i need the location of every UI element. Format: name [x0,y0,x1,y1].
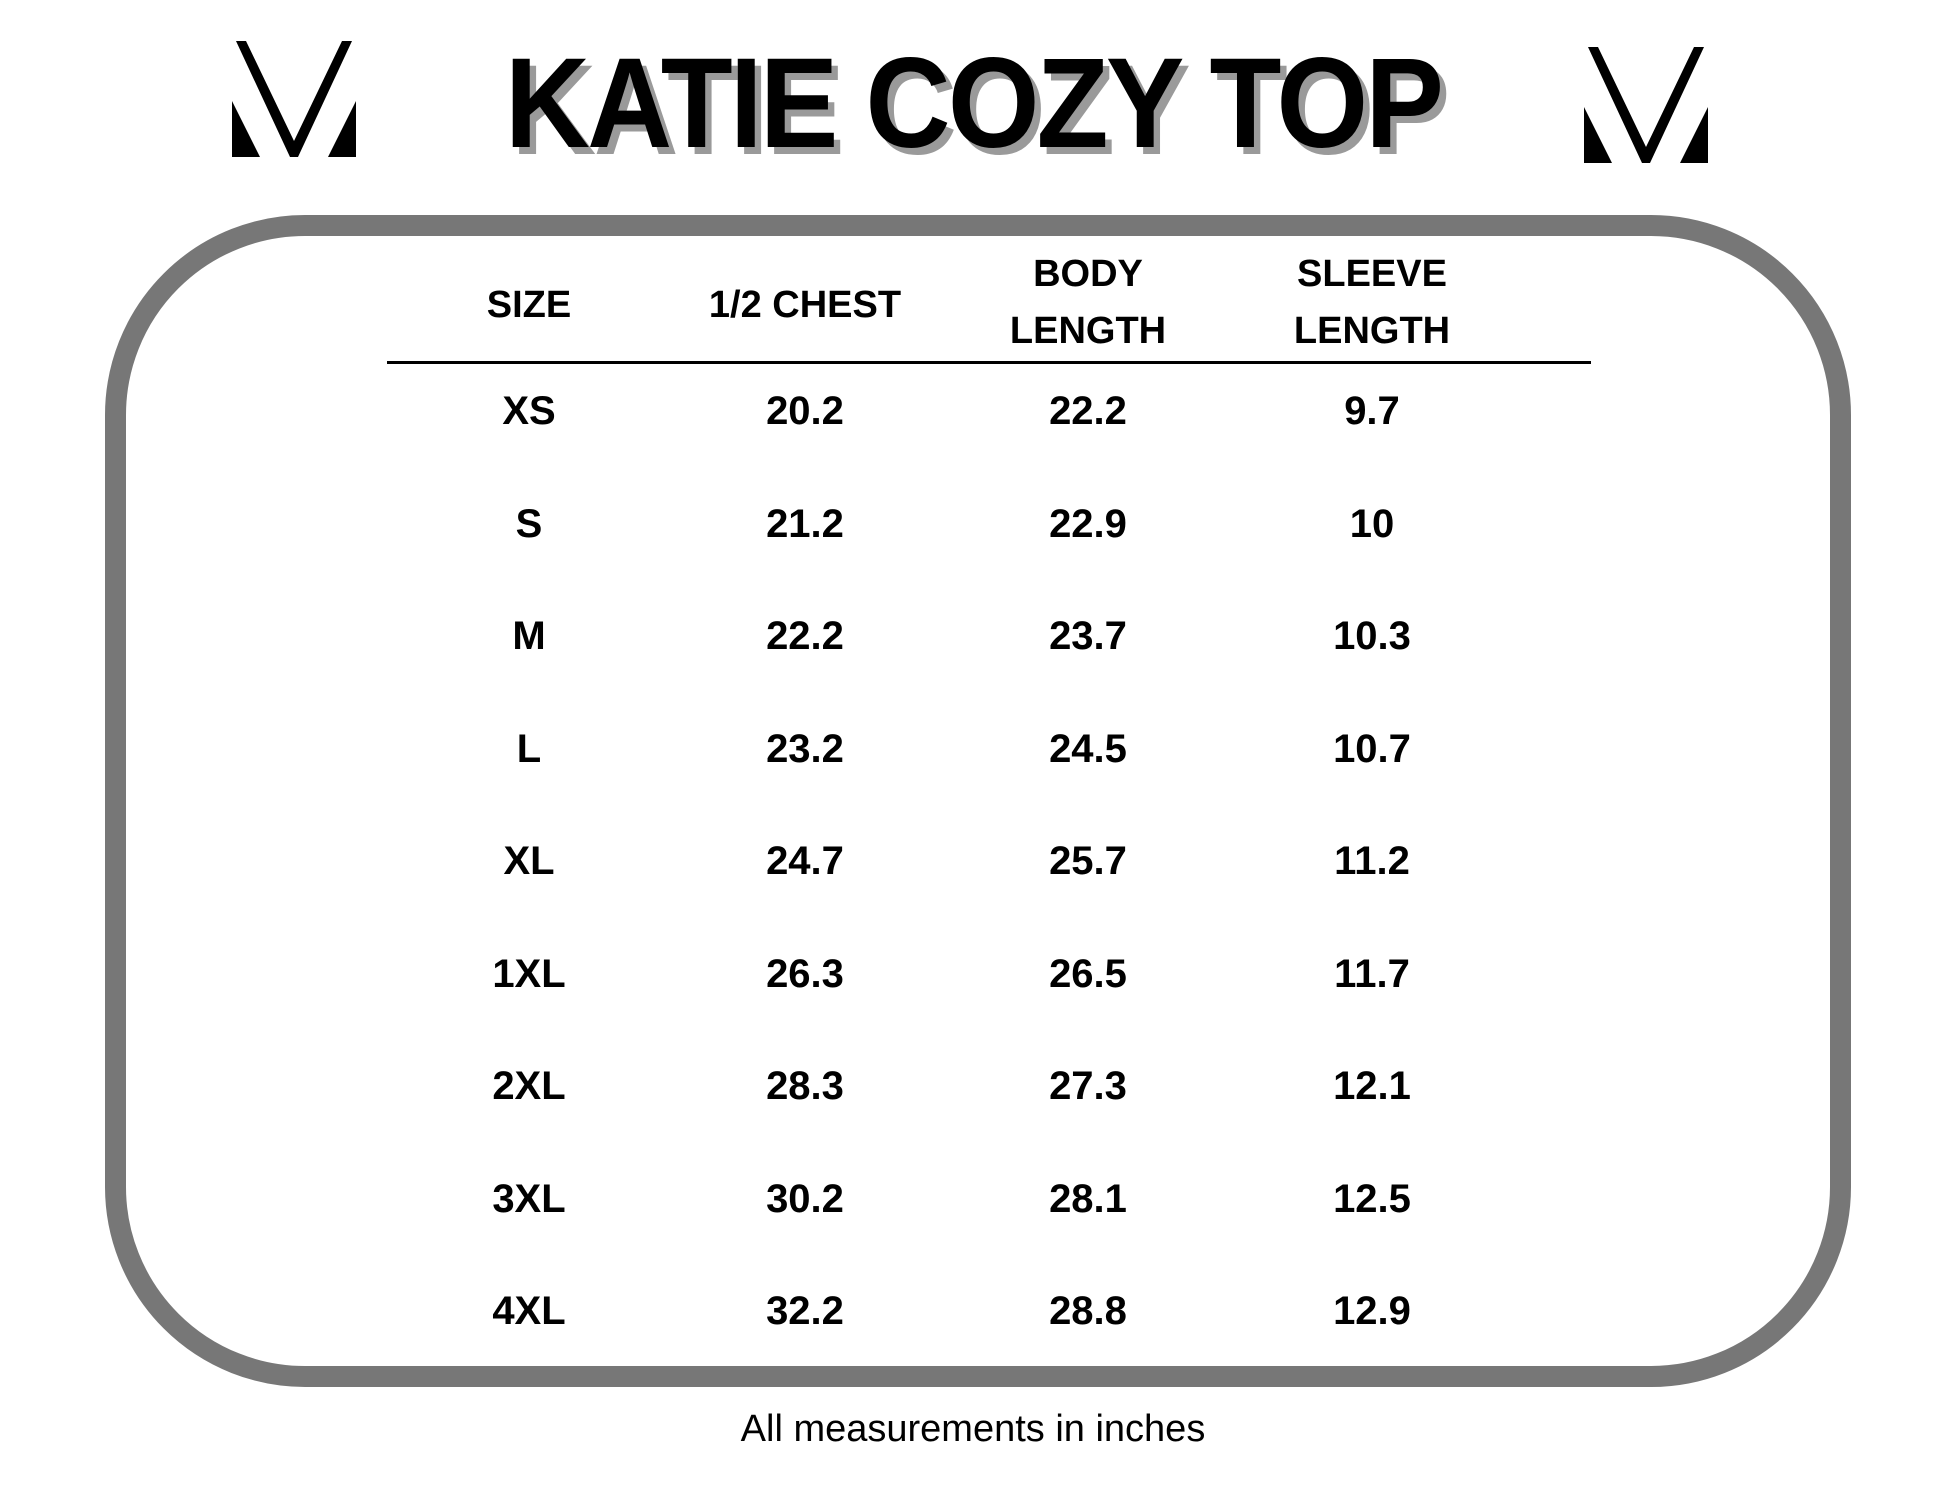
measurement-cell: 26.3 [766,951,844,996]
header-divider [387,361,1591,364]
measurement-cell: 26.5 [1049,951,1127,996]
measurement-cell: 23.7 [1049,614,1127,658]
column-header: SIZE [486,284,572,326]
measurement-cell: 22.9 [1049,501,1127,546]
size-label: M [512,614,546,658]
measurement-cell: 12.5 [1333,1176,1411,1221]
size-label: 3XL [492,1176,566,1221]
measurement-cell: 20.2 [766,389,844,433]
measurement-cell: 22.2 [766,614,844,658]
measurement-cell: 27.3 [1049,1064,1127,1108]
measurement-cell: 22.2 [1049,389,1127,433]
measurement-cell: 11.7 [1334,951,1410,996]
column-header: 1/2 CHEST [708,284,902,326]
size-label: 2XL [492,1064,566,1108]
size-chart-frame [105,215,1851,1387]
measurement-cell: 23.2 [766,726,844,771]
brand-logo-left-icon [232,41,356,157]
size-label: L [516,726,542,771]
measurement-cell: 28.3 [766,1064,844,1108]
measurement-cell: 10 [1349,501,1395,546]
measurement-cell: 10.3 [1333,614,1411,658]
measurement-cell: 10.7 [1333,726,1411,771]
size-label: 1XL [492,951,566,996]
brand-logo-right-icon [1584,47,1708,163]
measurement-cell: 12.1 [1333,1064,1411,1108]
size-label: XL [503,839,555,883]
size-label: S [515,501,543,546]
measurement-cell: 12.9 [1333,1289,1411,1333]
measurement-cell: 24.7 [766,839,844,883]
column-header: BODY [1033,253,1143,295]
page-title: KATIE COZY TOP [504,32,1444,175]
column-header: SLEEVE [1297,253,1447,295]
measurement-cell: 25.7 [1049,839,1127,883]
measurement-cell: 21.2 [766,501,844,546]
measurement-cell: 9.7 [1344,389,1400,433]
measurement-cell: 11.2 [1334,839,1410,883]
size-label: XS [502,389,556,433]
column-header: LENGTH [1009,310,1167,352]
measurement-cell: 28.1 [1049,1176,1127,1221]
measurement-cell: 28.8 [1049,1289,1127,1333]
measurement-cell: 32.2 [766,1289,844,1333]
size-label: 4XL [492,1289,566,1333]
measurement-cell: 30.2 [766,1176,844,1221]
measurement-note: All measurements in inches [740,1408,1206,1450]
measurement-cell: 24.5 [1049,726,1127,771]
column-header: LENGTH [1293,310,1451,352]
